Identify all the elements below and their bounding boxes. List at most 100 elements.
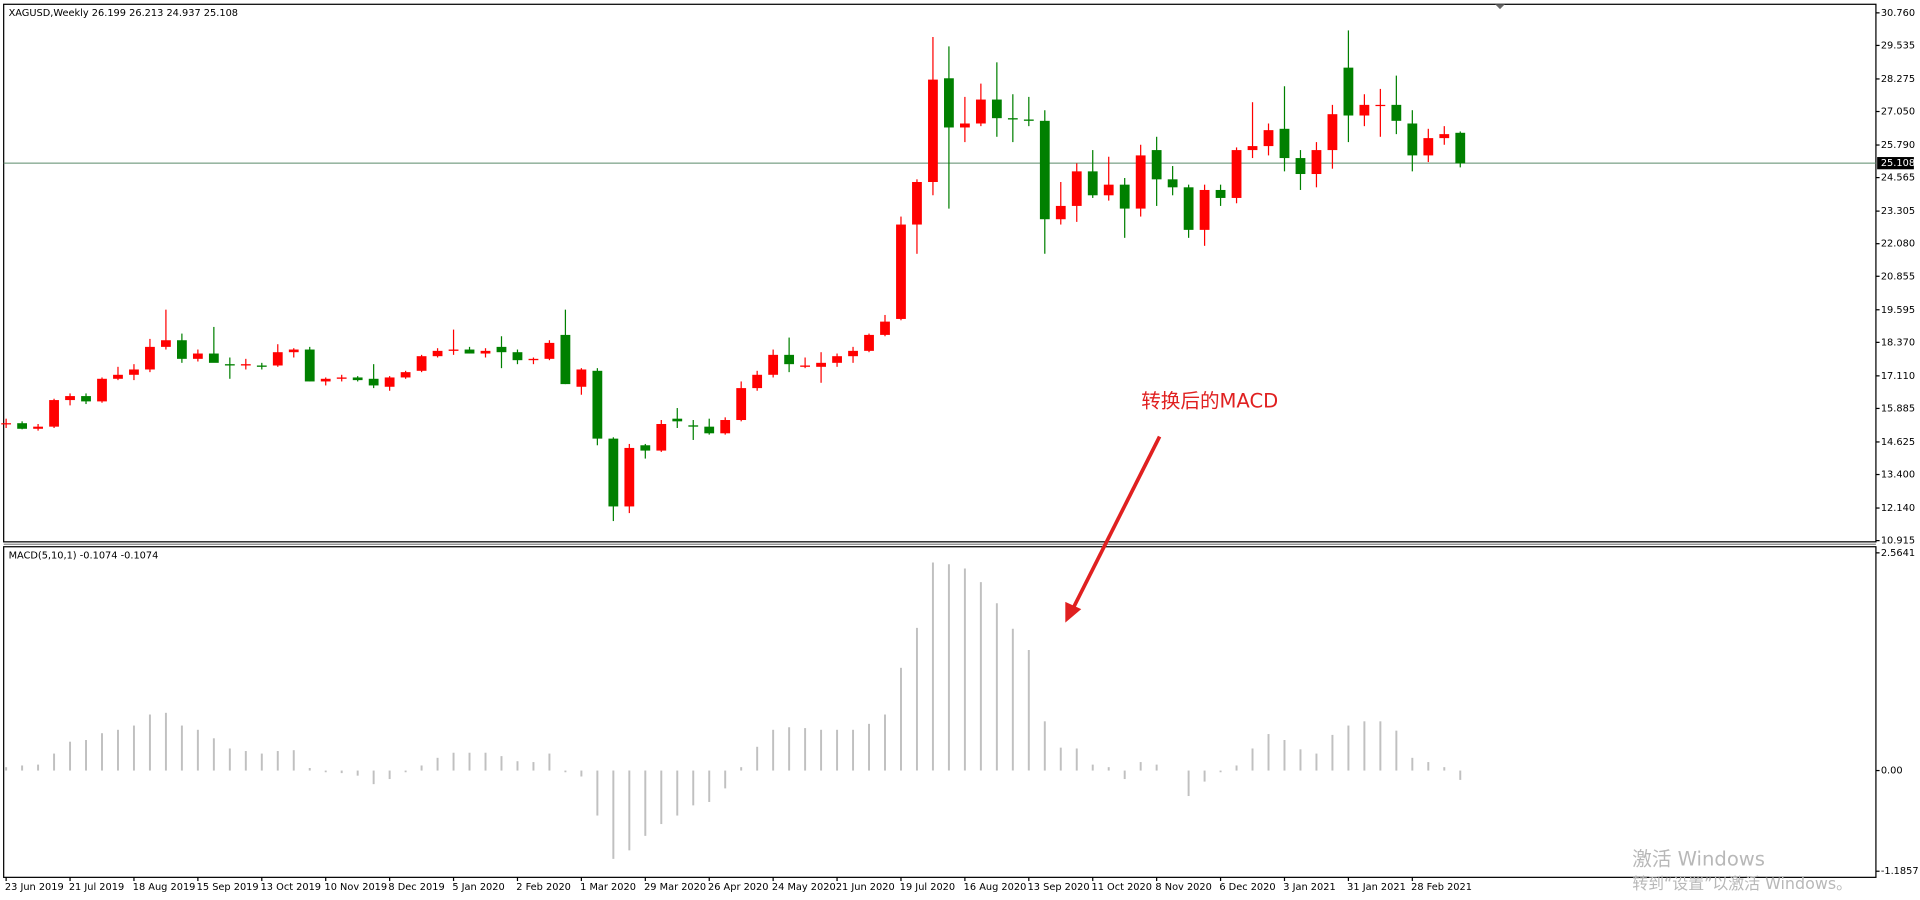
candle-body: [177, 340, 187, 359]
candle-body: [49, 400, 59, 427]
annotation: 转换后的MACD: [1141, 390, 1278, 413]
candle-body: [33, 426, 43, 429]
y-tick-label: 13.400: [1881, 470, 1915, 481]
x-tick-label: 28 Feb 2021: [1411, 882, 1472, 893]
candle-body: [720, 420, 731, 434]
candle-body: [688, 425, 699, 427]
last-price-label: 25.108: [1881, 158, 1915, 169]
candle-body: [65, 396, 75, 401]
x-tick-label: 3 Jan 2021: [1283, 882, 1335, 893]
x-tick-label: 8 Dec 2019: [388, 882, 444, 893]
candle-body: [1135, 155, 1146, 209]
candle-body: [448, 349, 459, 351]
candle-body: [81, 396, 91, 402]
candle-body: [560, 334, 571, 385]
y-tick-label: 24.565: [1881, 173, 1915, 184]
candle-body: [129, 369, 139, 375]
candle-body: [1311, 150, 1322, 175]
x-tick-label: 15 Sep 2019: [197, 882, 259, 893]
candle-body: [400, 372, 411, 378]
candle-body: [991, 99, 1002, 119]
candle-body: [1455, 132, 1466, 164]
x-tick-label: 24 May 2020: [772, 882, 836, 893]
candle-body: [304, 349, 315, 382]
x-tick-label: 2 Feb 2020: [516, 882, 571, 893]
candle-body: [1247, 146, 1258, 151]
candle-body: [1359, 104, 1370, 116]
candle-body: [1231, 150, 1242, 198]
y-tick-label: 30.760: [1881, 8, 1915, 19]
candle-body: [736, 388, 747, 421]
candle-body: [800, 365, 810, 367]
x-tick-label: 13 Oct 2019: [261, 882, 321, 893]
y-tick-label: 0.00: [1881, 766, 1903, 777]
candle-body: [1007, 118, 1018, 120]
y-tick-label: 17.110: [1881, 371, 1915, 382]
candle-body: [1055, 205, 1066, 220]
candle-body: [1167, 179, 1178, 188]
price-pane: [3, 3, 1877, 543]
candle-body: [1087, 171, 1098, 196]
candle-body: [1279, 128, 1290, 159]
y-tick-label: 10.915: [1881, 536, 1915, 547]
x-tick-label: 10 Nov 2019: [324, 882, 387, 893]
candle-body: [1343, 67, 1354, 116]
candle-body: [384, 377, 395, 387]
candle-body: [1071, 171, 1082, 206]
candle-body: [1199, 189, 1210, 230]
candle-body: [640, 445, 651, 451]
y-tick-label: 25.790: [1881, 140, 1915, 151]
x-tick-label: 5 Jan 2020: [452, 882, 504, 893]
candle-body: [208, 353, 219, 363]
x-tick-label: 31 Jan 2021: [1347, 882, 1406, 893]
x-tick-label: 26 Apr 2020: [708, 882, 768, 893]
x-tick-label: 6 Dec 2020: [1219, 882, 1275, 893]
candle-body: [256, 365, 267, 367]
candle-body: [288, 349, 299, 353]
x-tick-label: 16 Aug 2020: [964, 882, 1027, 893]
y-tick-label: 20.855: [1881, 271, 1915, 282]
y-tick-label: 23.305: [1881, 206, 1915, 217]
candle-body: [928, 79, 938, 182]
macd-title: MACD(5,10,1) -0.1074 -0.1074: [9, 550, 159, 561]
candle-body: [1215, 189, 1226, 198]
candle-body: [576, 369, 587, 387]
y-tick-label: 14.625: [1881, 437, 1915, 448]
x-tick-label: 21 Jun 2020: [836, 882, 895, 893]
candle-body: [912, 181, 922, 225]
candle-body: [784, 354, 795, 365]
candle-body: [240, 364, 251, 366]
y-tick-label: 27.050: [1881, 107, 1915, 118]
y-tick-label: 15.885: [1881, 403, 1915, 414]
x-tick-label: 23 Jun 2019: [5, 882, 64, 893]
candle-body: [416, 356, 427, 371]
candle-body: [464, 349, 475, 354]
annotation-arrowhead: [1065, 601, 1082, 623]
y-tick-label: 2.5641: [1881, 548, 1915, 559]
candle-body: [1103, 184, 1114, 196]
candle-body: [1327, 114, 1338, 151]
candle-body: [864, 334, 874, 351]
macd-pane: [3, 546, 1877, 878]
y-tick-label: 29.535: [1881, 40, 1915, 51]
candle-body: [528, 358, 539, 361]
candle-body: [944, 78, 954, 128]
candle-body: [592, 370, 603, 439]
candle-body: [975, 99, 986, 124]
x-tick-label: 19 Jul 2020: [900, 882, 955, 893]
candle-body: [880, 321, 890, 335]
candle-body: [1407, 123, 1418, 156]
candle-body: [272, 352, 283, 366]
candle-body: [624, 447, 635, 507]
candle-body: [656, 423, 667, 451]
candle-body: [145, 346, 155, 370]
y-tick-label: 28.275: [1881, 74, 1915, 85]
candle-body: [832, 356, 842, 363]
candle-body: [192, 353, 203, 359]
candle-body: [1183, 187, 1194, 230]
candle-body: [352, 377, 363, 381]
time-marker: [1495, 4, 1505, 10]
